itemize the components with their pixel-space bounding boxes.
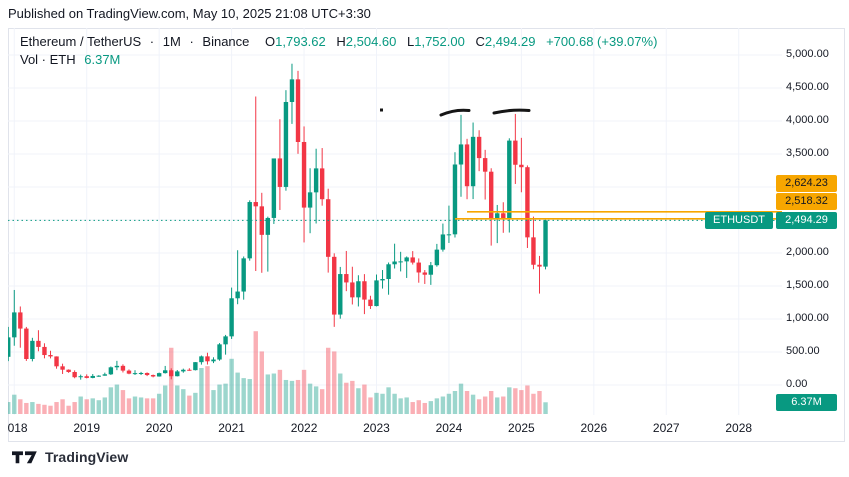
legend-separator: ·	[149, 34, 155, 49]
price-axis-label: 2,000.00	[786, 246, 829, 258]
time-axis-label: 2027	[652, 421, 680, 435]
time-axis[interactable]: 2018 2019 2020 2021 2022 2023 2024 2025 2026 2027…	[8, 420, 844, 436]
price-axis-label: 500.00	[786, 345, 820, 357]
time-axis-label: 2018	[8, 421, 28, 435]
high-value: 2,504.60	[345, 34, 397, 49]
brand-name: TradingView	[45, 449, 129, 465]
symbol-badge: ETHUSDT	[705, 211, 773, 229]
volume-legend: Vol · ETH 6.37M	[20, 52, 120, 67]
interval-label[interactable]: 1M	[162, 34, 181, 49]
change-value: +700.68 (+39.07%)	[546, 34, 658, 49]
tradingview-logo-icon	[12, 450, 37, 463]
legend-separator: ·	[189, 34, 194, 49]
high-label: H	[336, 34, 346, 49]
low-value: 1,752.00	[414, 34, 465, 49]
volume-value: 6.37M	[84, 52, 121, 67]
price-axis-label: 1,500.00	[786, 279, 829, 291]
volume-badge: 6.37M	[776, 393, 837, 411]
time-axis-label: 2024	[435, 421, 463, 435]
price-badge: 2,624.23	[776, 174, 837, 192]
symbol-title[interactable]: Ethereum / TetherUS	[20, 34, 142, 49]
open-value: 1,793.62	[275, 34, 326, 49]
close-label: C	[475, 34, 485, 49]
price-badge: 2,518.32	[776, 193, 837, 211]
exchange-label: Binance	[202, 34, 250, 49]
time-axis-label: 2023	[363, 421, 390, 435]
close-value: 2,494.29	[484, 34, 536, 49]
open-label: O	[265, 34, 276, 49]
price-axis-label: 4,000.00	[786, 114, 829, 126]
time-axis-label: 2021	[218, 421, 245, 435]
published-bar: Published on TradingView.com, May 10, 20…	[8, 6, 371, 21]
candle	[0, 351, 4, 367]
time-axis-label: 2019	[73, 421, 101, 435]
price-badge: 2,494.29	[776, 211, 837, 229]
time-axis-label: 2028	[725, 421, 753, 435]
time-axis-label: 2026	[580, 421, 608, 435]
low-label: L	[407, 34, 415, 49]
time-axis-label: 2020	[145, 421, 173, 435]
volume-bar	[0, 409, 4, 414]
price-axis-label: 0.00	[786, 378, 808, 390]
chart-widget-frame	[8, 28, 845, 442]
price-axis-label: 1,000.00	[786, 312, 829, 324]
chart-legend: Ethereum / TetherUS · 1M · Binance O1,79…	[20, 34, 657, 49]
volume-label: Vol · ETH	[20, 52, 76, 67]
price-axis-label: 5,000.00	[786, 48, 829, 60]
price-axis-label: 3,500.00	[786, 147, 829, 159]
footer-branding[interactable]: TradingView	[12, 449, 128, 465]
price-axis-label: 4,500.00	[786, 81, 829, 93]
time-axis-label: 2022	[290, 421, 318, 435]
time-axis-label: 2025	[508, 421, 535, 435]
